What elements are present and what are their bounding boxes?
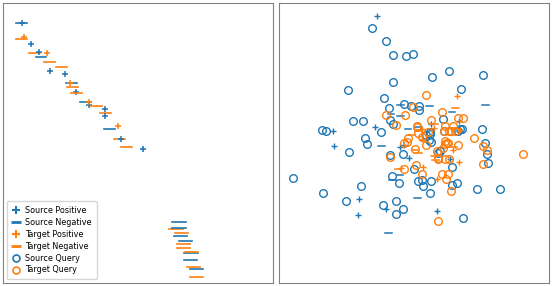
Legend: Source Positive, Source Negative, Target Positive, Target Negative, Source Query: Source Positive, Source Negative, Target… bbox=[7, 201, 97, 279]
